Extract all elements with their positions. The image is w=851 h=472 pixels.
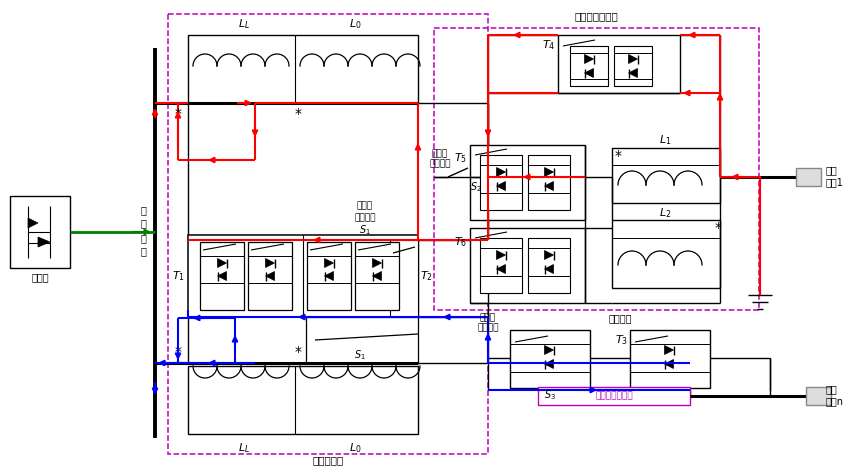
Polygon shape xyxy=(218,271,226,280)
Text: $L_2$: $L_2$ xyxy=(659,206,671,220)
Bar xyxy=(558,35,680,93)
Polygon shape xyxy=(324,271,334,280)
Text: $L_1$: $L_1$ xyxy=(659,133,671,147)
Bar xyxy=(612,148,720,203)
Text: 流: 流 xyxy=(140,218,146,228)
Bar xyxy=(188,35,418,103)
Text: 超快速: 超快速 xyxy=(480,313,496,322)
Bar xyxy=(248,242,292,310)
Polygon shape xyxy=(629,68,637,77)
Text: $L_L$: $L_L$ xyxy=(238,17,250,31)
Bar xyxy=(796,168,821,186)
Text: 超快速: 超快速 xyxy=(357,202,373,211)
Bar xyxy=(614,46,652,86)
Bar xyxy=(528,155,570,210)
Text: 故障隔离限流器: 故障隔离限流器 xyxy=(574,11,618,21)
Bar xyxy=(538,387,690,405)
Text: *: * xyxy=(715,221,722,235)
Bar xyxy=(806,387,831,405)
Text: 母: 母 xyxy=(140,233,146,243)
Polygon shape xyxy=(218,259,226,268)
Text: $S_2$: $S_2$ xyxy=(470,180,482,194)
Text: 线路1: 线路1 xyxy=(826,177,844,187)
Text: 故障隔离限流器: 故障隔离限流器 xyxy=(595,391,633,401)
Bar xyxy=(630,330,710,388)
Text: $T_5$: $T_5$ xyxy=(454,151,467,165)
Polygon shape xyxy=(496,264,505,273)
Text: 引流支路: 引流支路 xyxy=(608,313,631,323)
Text: *: * xyxy=(294,345,301,359)
Bar xyxy=(390,240,418,317)
Polygon shape xyxy=(545,182,553,191)
Polygon shape xyxy=(324,259,334,268)
Text: *: * xyxy=(174,345,181,359)
Polygon shape xyxy=(665,360,673,369)
Text: 超快速: 超快速 xyxy=(432,150,448,159)
Text: $T_4$: $T_4$ xyxy=(541,38,555,52)
Text: 初级限流器: 初级限流器 xyxy=(312,455,344,465)
Text: $S_3$: $S_3$ xyxy=(544,388,556,402)
Text: $T_6$: $T_6$ xyxy=(454,235,467,249)
Polygon shape xyxy=(585,54,593,64)
Polygon shape xyxy=(496,182,505,191)
Bar xyxy=(355,242,399,310)
Bar xyxy=(470,228,585,303)
Text: 直流: 直流 xyxy=(826,165,837,175)
Bar xyxy=(434,28,759,310)
Bar xyxy=(480,238,522,293)
Polygon shape xyxy=(373,271,381,280)
Bar xyxy=(200,242,244,310)
Text: 直: 直 xyxy=(140,205,146,215)
Text: $T_1$: $T_1$ xyxy=(172,269,185,283)
Bar xyxy=(307,242,351,310)
Polygon shape xyxy=(585,68,593,77)
Polygon shape xyxy=(545,346,553,354)
Bar xyxy=(528,238,570,293)
Text: $L_L$: $L_L$ xyxy=(238,441,250,455)
Bar xyxy=(306,317,418,363)
Text: *: * xyxy=(294,107,301,121)
Polygon shape xyxy=(496,168,505,177)
Text: 机械开关: 机械开关 xyxy=(477,323,499,332)
Bar xyxy=(470,145,585,220)
Polygon shape xyxy=(28,218,38,228)
Bar xyxy=(612,220,720,288)
Polygon shape xyxy=(373,259,381,268)
Polygon shape xyxy=(266,271,275,280)
Text: $S_1$: $S_1$ xyxy=(359,223,371,237)
Polygon shape xyxy=(665,346,673,354)
Text: 线路n: 线路n xyxy=(826,396,844,406)
Bar xyxy=(168,14,488,454)
Polygon shape xyxy=(545,251,553,260)
Polygon shape xyxy=(496,251,505,260)
Text: $L_0$: $L_0$ xyxy=(349,441,362,455)
Polygon shape xyxy=(38,237,50,247)
Polygon shape xyxy=(545,168,553,177)
Text: 线: 线 xyxy=(140,246,146,256)
Text: $T_2$: $T_2$ xyxy=(420,269,433,283)
Text: 直流: 直流 xyxy=(826,384,837,394)
Text: 机械开关: 机械开关 xyxy=(429,160,451,169)
Text: $S_1$: $S_1$ xyxy=(354,348,366,362)
Text: $T_3$: $T_3$ xyxy=(615,333,628,347)
Text: *: * xyxy=(174,107,181,121)
Bar xyxy=(10,196,70,268)
Polygon shape xyxy=(266,259,275,268)
Bar xyxy=(510,330,590,388)
Bar xyxy=(188,235,418,317)
Bar xyxy=(188,366,418,434)
Bar xyxy=(570,46,608,86)
Text: $L_0$: $L_0$ xyxy=(349,17,362,31)
Polygon shape xyxy=(629,54,637,64)
Bar xyxy=(480,155,522,210)
Text: *: * xyxy=(615,149,622,163)
Polygon shape xyxy=(545,360,553,369)
Polygon shape xyxy=(545,264,553,273)
Text: 机械开关: 机械开关 xyxy=(354,213,376,222)
Text: 换流站: 换流站 xyxy=(31,272,49,282)
